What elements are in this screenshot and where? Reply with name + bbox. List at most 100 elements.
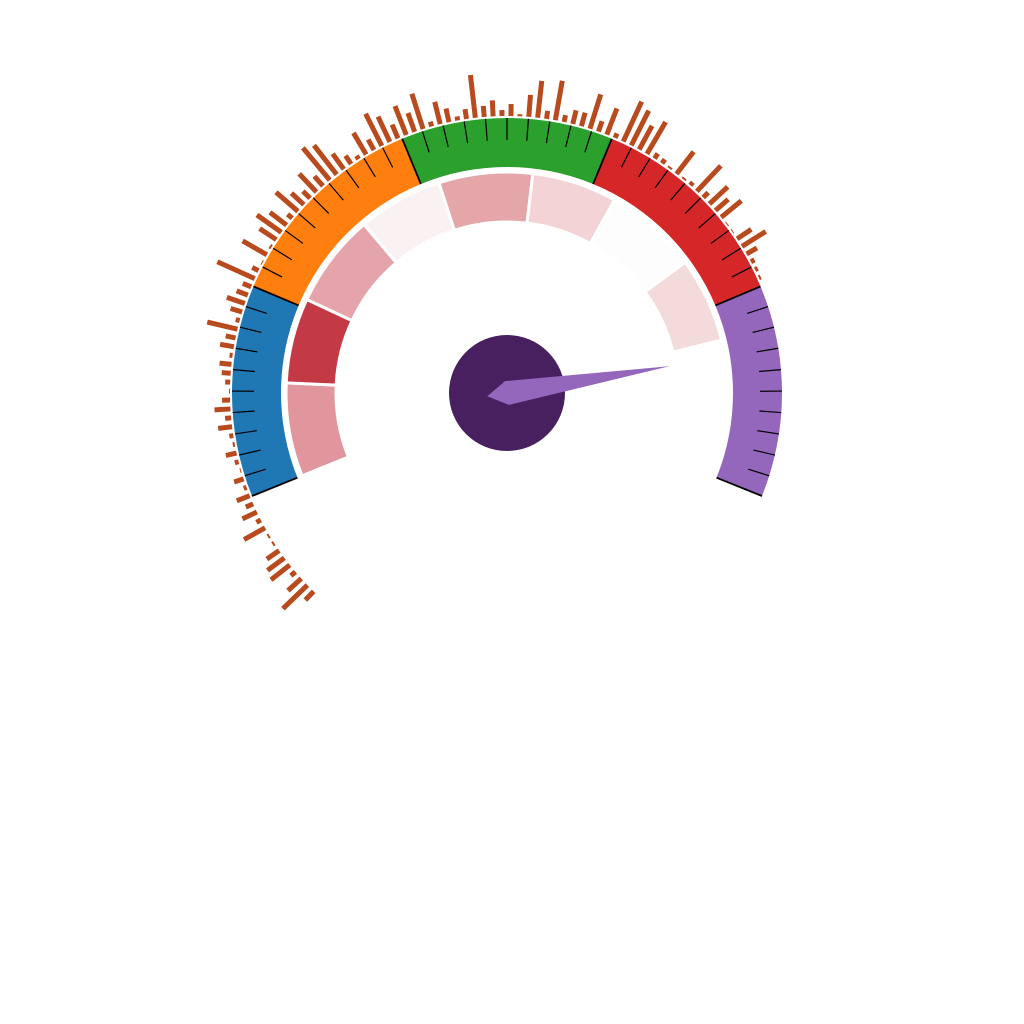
outer-bar <box>289 191 306 207</box>
outer-bar <box>225 333 237 341</box>
outer-bar <box>351 131 369 156</box>
outer-bar <box>303 589 316 602</box>
outer-bar <box>735 227 753 241</box>
outer-bar <box>214 406 231 413</box>
outer-bar <box>274 190 300 214</box>
outer-bar <box>587 93 604 130</box>
outer-bar <box>681 176 687 182</box>
minor-tick <box>245 305 268 315</box>
outer-bar <box>330 152 346 171</box>
outer-bar <box>659 157 667 165</box>
outer-bar <box>289 569 298 578</box>
outer-bar <box>629 109 651 147</box>
outer-bar <box>354 154 361 161</box>
minor-tick <box>526 118 530 141</box>
minor-tick <box>232 410 255 414</box>
outer-bar <box>234 459 240 466</box>
minor-tick <box>262 266 283 278</box>
minor-tick <box>298 213 316 229</box>
outer-bar <box>233 476 245 485</box>
outer-bar <box>745 245 759 257</box>
minor-tick <box>234 430 257 435</box>
outer-bar <box>241 281 253 290</box>
minor-tick <box>244 468 266 477</box>
gauge-band <box>593 138 761 306</box>
minor-tick <box>421 131 430 153</box>
outer-bar <box>363 112 385 148</box>
outer-bar <box>526 94 533 118</box>
outer-bar <box>216 259 256 281</box>
outer-bar <box>268 244 273 250</box>
outer-bar <box>667 165 673 171</box>
outer-bar <box>725 221 730 227</box>
outer-bar <box>652 152 660 160</box>
outer-bar <box>389 123 401 140</box>
minor-tick <box>721 247 742 261</box>
outer-bar <box>674 150 696 176</box>
major-tick <box>251 476 298 497</box>
outer-bar <box>375 115 393 144</box>
minor-tick <box>710 229 730 244</box>
outer-bar <box>561 114 568 123</box>
minor-tick <box>235 347 258 353</box>
minor-tick <box>312 197 330 214</box>
outer-bar <box>271 541 276 547</box>
outer-bar <box>265 548 281 562</box>
outer-bar <box>225 450 238 458</box>
outer-bar <box>695 164 723 193</box>
outer-bar <box>221 370 231 376</box>
outer-bar <box>235 317 241 323</box>
outer-bar <box>242 484 248 491</box>
outer-bar <box>365 138 377 152</box>
minor-tick <box>484 118 488 141</box>
outer-bar <box>219 360 232 367</box>
minor-tick <box>363 157 376 178</box>
minor-tick <box>232 369 255 373</box>
outer-bar <box>544 110 551 120</box>
minor-tick <box>731 266 752 278</box>
minor-tick <box>545 121 551 144</box>
gauge-band <box>402 117 612 185</box>
outer-bar <box>286 576 303 593</box>
outer-bar <box>427 120 435 128</box>
outer-bar <box>392 105 409 136</box>
gauge-band <box>232 286 299 497</box>
outer-bar <box>552 80 565 121</box>
outer-bar <box>535 80 545 118</box>
minor-tick <box>698 213 716 229</box>
minor-tick <box>638 157 651 178</box>
outer-bar <box>268 210 289 228</box>
outer-bar <box>269 562 292 582</box>
outer-bar <box>462 108 469 120</box>
minor-tick <box>654 169 669 189</box>
minor-tick <box>565 125 572 148</box>
outer-bar <box>730 228 735 234</box>
outer-bar <box>343 154 354 166</box>
outer-bar <box>241 509 258 522</box>
outer-bar <box>467 74 478 119</box>
minor-tick <box>756 347 779 353</box>
outer-bar <box>713 197 730 213</box>
outer-bar <box>255 212 283 235</box>
outer-bar <box>620 100 644 143</box>
major-tick <box>714 285 761 307</box>
outer-bar <box>636 124 655 151</box>
minor-tick <box>746 305 769 315</box>
minor-tick <box>684 197 702 214</box>
inner-segment <box>284 381 351 478</box>
outer-bar <box>596 120 605 133</box>
outer-bar <box>235 288 249 298</box>
major-tick <box>253 285 300 307</box>
outer-bar <box>217 424 233 431</box>
outer-bar <box>707 185 730 206</box>
outer-bar <box>244 501 255 510</box>
outer-bar <box>219 341 235 350</box>
minor-tick <box>670 182 686 201</box>
minor-tick <box>753 449 776 456</box>
outer-bar <box>489 100 496 117</box>
outer-bar <box>578 112 588 127</box>
outer-bar <box>432 101 443 125</box>
outer-bar <box>312 174 325 188</box>
outer-bar <box>242 525 267 542</box>
